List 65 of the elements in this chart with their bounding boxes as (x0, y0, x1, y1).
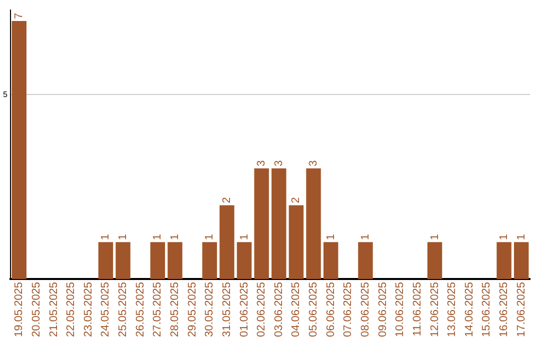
x-tick-label: 25.05.2025 (117, 282, 130, 338)
x-tick-label: 14.06.2025 (463, 282, 476, 338)
x-tick-label: 20.05.2025 (30, 282, 42, 338)
bar (288, 205, 304, 279)
x-tick-label: 12.06.2025 (428, 282, 441, 338)
data-label: 1 (117, 234, 130, 240)
x-tick-label: 01.06.2025 (238, 282, 250, 338)
bar (236, 242, 252, 279)
bar (150, 242, 166, 279)
x-tick-label: 26.05.2025 (134, 282, 146, 338)
x-tick-label: 03.06.2025 (272, 282, 285, 338)
x-tick-label: 27.05.2025 (152, 282, 164, 338)
x-tick-label: 24.05.2025 (100, 282, 112, 338)
x-tick-label: 16.06.2025 (498, 282, 510, 338)
bar (306, 168, 321, 279)
data-label: 1 (360, 234, 372, 240)
data-label: 1 (515, 234, 528, 240)
x-tick-label: 15.06.2025 (480, 282, 493, 338)
data-label: 3 (256, 160, 268, 166)
data-label: 1 (498, 234, 510, 240)
x-tick-label: 07.06.2025 (342, 282, 354, 338)
x-tick-label: 10.06.2025 (394, 282, 406, 338)
data-label: 3 (272, 160, 285, 166)
bar (427, 242, 442, 279)
x-tick-label: 23.05.2025 (82, 282, 94, 338)
x-tick-label: 19.05.2025 (13, 282, 26, 338)
x-tick-label: 17.06.2025 (515, 282, 528, 338)
data-label: 1 (428, 234, 441, 240)
data-label: 1 (100, 234, 112, 240)
bar (116, 242, 130, 279)
bar (514, 242, 529, 279)
data-label: 1 (152, 234, 164, 240)
bar (98, 242, 114, 279)
x-tick-label: 30.05.2025 (204, 282, 216, 338)
x-tick-label: 02.06.2025 (256, 282, 268, 338)
data-label: 1 (204, 234, 216, 240)
bar (168, 242, 182, 279)
data-label: 3 (308, 160, 320, 166)
x-tick-label: 11.06.2025 (411, 282, 424, 336)
bar (202, 242, 217, 279)
data-label: 1 (238, 234, 250, 240)
x-tick-label: 09.06.2025 (376, 282, 389, 338)
data-label: 2 (290, 197, 302, 204)
x-tick-label: 05.06.2025 (308, 282, 320, 338)
x-tick-label: 29.05.2025 (186, 282, 198, 338)
bar (272, 168, 286, 279)
y-tick-label: 5 (2, 90, 8, 99)
bar (358, 242, 373, 279)
x-tick-label: 28.05.2025 (169, 282, 182, 338)
x-tick-label: 08.06.2025 (360, 282, 372, 338)
bar (220, 205, 234, 279)
data-label: 7 (13, 12, 26, 20)
data-label: 1 (324, 234, 337, 240)
x-tick-label: 04.06.2025 (290, 282, 302, 338)
x-tick-label: 06.06.2025 (324, 282, 337, 338)
bar (496, 242, 512, 279)
bar (12, 21, 26, 279)
bar (323, 242, 338, 279)
data-label: 2 (220, 197, 233, 204)
x-tick-label: 22.05.2025 (65, 282, 78, 338)
x-tick-label: 31.05.2025 (220, 282, 233, 338)
bar (254, 168, 269, 279)
x-tick-label: 21.05.2025 (48, 282, 60, 338)
data-label: 1 (169, 234, 182, 240)
x-tick-label: 13.06.2025 (446, 282, 458, 338)
